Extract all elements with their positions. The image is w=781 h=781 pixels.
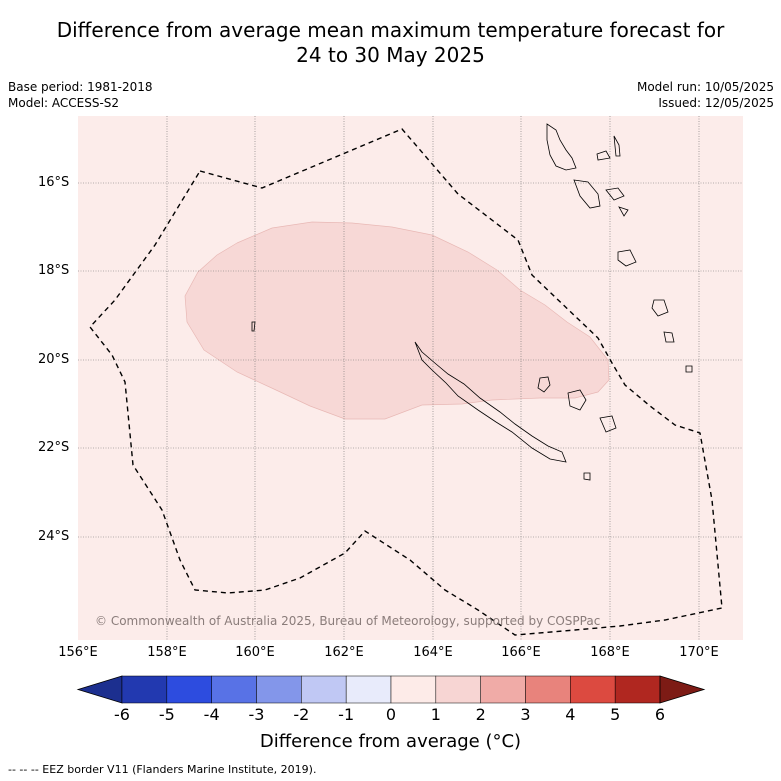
coastlines [251, 123, 693, 481]
colorbar-tick-label: -3 [248, 705, 265, 724]
lat-tick-label: 22°S [38, 440, 70, 455]
vanuatu-tanna [618, 206, 629, 217]
colorbar-tick-label: 1 [430, 705, 441, 724]
colorbar-bin [570, 675, 616, 704]
loyalty-island-ouvea [599, 415, 617, 433]
lat-tick-label: 18°S [38, 263, 70, 278]
hunter-island [663, 331, 675, 343]
colorbar-tick-label: 6 [654, 705, 666, 724]
title-line-2: 24 to 30 May 2025 [296, 43, 485, 67]
colorbar-tick-label: 5 [610, 705, 621, 724]
lat-tick-label: 16°S [38, 175, 70, 190]
colorbar-tick-label: -2 [293, 705, 310, 724]
base-period: Base period: 1981-2018 [8, 80, 153, 94]
model-name: Model: ACCESS-S2 [8, 96, 120, 110]
colorbar-bin [166, 675, 212, 704]
vanuatu-malekula [573, 179, 601, 209]
isle-of-pines [583, 472, 591, 481]
colorbar-bin [256, 675, 302, 704]
colorbar-bin [211, 675, 257, 704]
new-caledonia-island [414, 341, 567, 463]
model-run: Model run: 10/05/2025 [636, 80, 774, 94]
colorbar-tick-label: 2 [475, 705, 486, 724]
colorbar-bin [480, 675, 526, 704]
meta-left: Base period: 1981-2018 Model: ACCESS-S2 [8, 79, 153, 111]
lat-tick-label: 24°S [38, 529, 70, 544]
issued-date: Issued: 12/05/2025 [658, 96, 774, 110]
vanuatu-ambae [596, 150, 611, 161]
colorbar-extend-low [76, 675, 123, 704]
colorbar-bin [121, 675, 168, 704]
footnote: -- -- -- EEZ border V11 (Flanders Marine… [8, 763, 317, 776]
chesterfield-reef [251, 321, 256, 332]
meta-right: Model run: 10/05/2025 Issued: 12/05/2025 [637, 79, 774, 111]
colorbar-bin [614, 675, 661, 704]
lon-tick-label: 160°E [235, 645, 275, 660]
colorbar-tick-label: -6 [114, 705, 130, 724]
colorbar-bin [345, 675, 392, 704]
map-title: Difference from average mean maximum tem… [0, 18, 781, 68]
colorbar-extend-high [659, 675, 706, 704]
loyalty-far-island [651, 299, 669, 317]
lon-tick-label: 170°E [679, 645, 719, 660]
colorbar-tick-label: 4 [565, 705, 576, 724]
colorbar-tick-label: -1 [338, 705, 355, 724]
title-line-1: Difference from average mean maximum tem… [56, 18, 725, 42]
gridlines [78, 116, 743, 640]
lon-tick-label: 156°E [58, 645, 98, 660]
lon-tick-label: 164°E [413, 645, 453, 660]
colorbar-bin [435, 675, 481, 704]
lon-tick-label: 162°E [324, 645, 364, 660]
lon-tick-label: 158°E [147, 645, 187, 660]
colorbar-bin [390, 675, 437, 704]
lon-tick-label: 168°E [590, 645, 630, 660]
lat-tick-label: 20°S [38, 352, 70, 367]
loyalty-island-lifou [537, 376, 551, 393]
colorbar-tick-label: -5 [158, 705, 175, 724]
colorbar-bin [525, 675, 571, 704]
vanuatu-efate [605, 187, 625, 201]
matthew-island [685, 365, 693, 373]
colorbar-title: Difference from average (°C) [259, 731, 522, 752]
vanuatu-maewo [613, 135, 621, 157]
colorbar-tick-label: 3 [520, 705, 531, 724]
vanuatu-erromango [617, 249, 637, 267]
colorbar-bin [301, 675, 347, 704]
lon-tick-label: 166°E [501, 645, 541, 660]
copyright-notice: © Commonwealth of Australia 2025, Bureau… [95, 614, 601, 628]
colorbar-tick-label: -4 [203, 705, 220, 724]
colorbar-tick-label: 0 [385, 705, 397, 724]
colorbar [76, 675, 706, 704]
vanuatu-espiritu-santo [546, 123, 577, 171]
loyalty-island-mare [567, 389, 587, 411]
